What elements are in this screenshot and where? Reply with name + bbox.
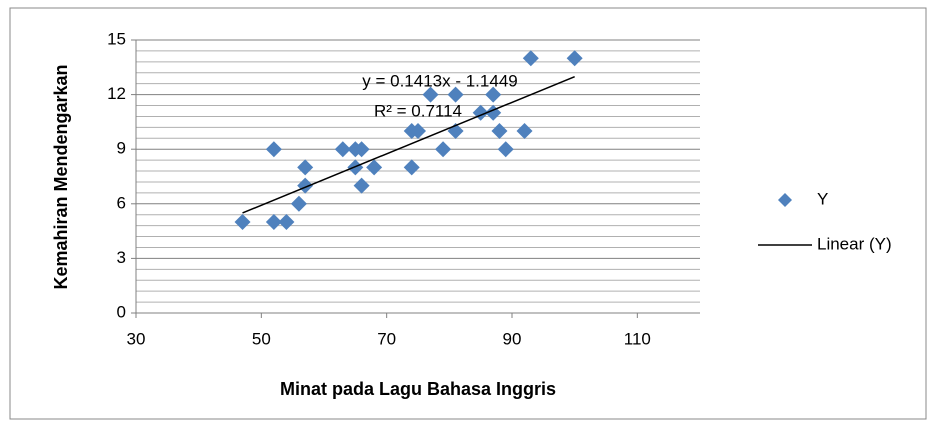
trendline-equation: y = 0.1413x - 1.1449 xyxy=(362,71,517,90)
x-axis-title: Minat pada Lagu Bahasa Inggris xyxy=(280,379,556,399)
trendline xyxy=(242,75,575,214)
point xyxy=(435,141,452,158)
point xyxy=(265,141,282,158)
chart-border xyxy=(9,7,927,420)
x-tick-label: 90 xyxy=(503,329,522,348)
point xyxy=(485,86,502,103)
point xyxy=(516,123,533,139)
y-tick-label: 6 xyxy=(117,193,126,212)
x-tick-label: 70 xyxy=(377,329,396,348)
y-tick-label: 9 xyxy=(117,139,126,158)
point xyxy=(353,177,370,194)
y-tick-label: 12 xyxy=(107,84,126,103)
y-tick-label: 0 xyxy=(117,302,126,321)
legend-label: Y xyxy=(817,189,828,208)
point xyxy=(522,50,539,67)
point xyxy=(497,141,514,158)
point xyxy=(410,123,426,139)
y-axis-title: Kemahiran Mendengarkan xyxy=(51,64,71,289)
point xyxy=(353,141,370,158)
x-tick-label: 30 xyxy=(127,329,146,348)
point xyxy=(491,123,508,139)
y-tick-label: 3 xyxy=(117,248,126,267)
point xyxy=(297,159,314,176)
y-tick-label: 15 xyxy=(107,29,126,48)
point xyxy=(290,195,307,212)
point xyxy=(366,159,383,176)
point xyxy=(447,86,464,103)
point xyxy=(403,159,420,176)
point xyxy=(278,214,295,230)
legend-marker xyxy=(778,193,792,207)
x-tick-label: 50 xyxy=(252,329,271,348)
trendline-r2: R² = 0.7114 xyxy=(374,101,462,120)
legend-label: Linear (Y) xyxy=(817,234,892,253)
point xyxy=(334,141,351,158)
point xyxy=(422,86,439,103)
point xyxy=(265,214,282,230)
x-tick-label: 110 xyxy=(624,329,651,348)
point xyxy=(234,214,251,230)
point xyxy=(566,50,583,67)
